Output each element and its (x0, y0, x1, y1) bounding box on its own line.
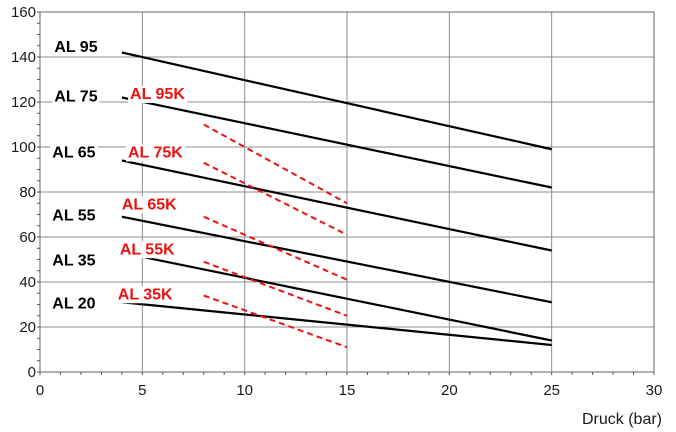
x-tick-label: 5 (138, 382, 146, 399)
x-tick-label: 15 (339, 382, 356, 399)
y-tick-label: 60 (19, 229, 36, 246)
series-label: AL 35 (52, 253, 95, 270)
series-line-al-55 (121, 215, 552, 304)
x-tick-label: 0 (36, 382, 44, 399)
series-label-group: AL 75 (52, 88, 100, 106)
series-line-al-75 (121, 96, 552, 189)
y-tick-label: 0 (28, 364, 36, 381)
label-background (50, 252, 98, 270)
series-label: AL 55K (120, 241, 175, 258)
series-label: AL 20 (52, 295, 95, 312)
y-tick-label: 100 (11, 139, 36, 156)
series-label-group: AL 75K (126, 144, 186, 162)
dashed-series-line-al-95k (203, 123, 348, 205)
series-label: AL 95K (130, 86, 185, 103)
label-background (119, 196, 180, 214)
dashed-series-line-al-35k (203, 294, 348, 349)
series-line-al-95 (121, 51, 552, 151)
series-label: AL 55 (52, 208, 95, 225)
label-background (52, 38, 100, 56)
dashed-series-line-al-55k (203, 260, 348, 317)
y-tick-label: 120 (11, 94, 36, 111)
series-label-group: AL 65K (119, 196, 180, 214)
y-tick-label: 140 (11, 49, 36, 66)
series-line-al-65 (121, 159, 552, 252)
series-label: AL 65 (52, 145, 95, 162)
series-label: AL 35K (118, 286, 173, 303)
series-label: AL 65K (122, 196, 177, 213)
series-line-al-20 (121, 301, 552, 347)
series-label-group: AL 65 (50, 144, 98, 162)
series-label-group: AL 55 (50, 207, 98, 225)
label-background (52, 88, 100, 106)
y-tick-label: 160 (11, 4, 36, 21)
x-tick-label: 30 (646, 382, 663, 399)
series-label: AL 75 (54, 88, 97, 105)
y-axis-ticks: 0 20 40 60 80 100 120 140 160 (11, 4, 40, 381)
y-tick-label: 80 (19, 184, 36, 201)
label-background (50, 207, 98, 225)
dashed-series-line-al-65k (203, 215, 348, 281)
label-background (50, 295, 98, 313)
x-tick-label: 20 (441, 382, 458, 399)
label-background (128, 86, 188, 103)
label-background (117, 241, 178, 259)
series-label-group: AL 95K (128, 86, 188, 103)
x-axis-ticks: 0 5 10 15 20 25 30 (36, 372, 663, 399)
x-tick-label: 25 (543, 382, 560, 399)
series-label-group: AL 35K (115, 286, 176, 304)
series-label: AL 95 (54, 39, 97, 56)
series-lines (121, 51, 552, 349)
dashed-series-line-al-75k (203, 161, 348, 236)
grid (39, 11, 655, 373)
series-label: AL 75K (128, 145, 183, 162)
y-tick-label: 40 (19, 274, 36, 291)
x-axis-title: Druck (bar) (582, 411, 662, 428)
x-tick-label: 10 (236, 382, 253, 399)
label-background (115, 286, 176, 304)
series-label-group: AL 35 (50, 252, 98, 270)
series-line-al-35 (121, 251, 552, 342)
series-labels: AL 95 AL 75 AL 65 AL 55 AL 35 AL 20 AL 95K AL 7… (50, 38, 188, 313)
label-background (126, 144, 186, 162)
y-tick-label: 20 (19, 319, 36, 336)
series-label-group: AL 55K (117, 241, 178, 259)
series-label-group: AL 95 (52, 38, 100, 56)
series-label-group: AL 20 (50, 295, 98, 313)
label-background (50, 144, 98, 162)
